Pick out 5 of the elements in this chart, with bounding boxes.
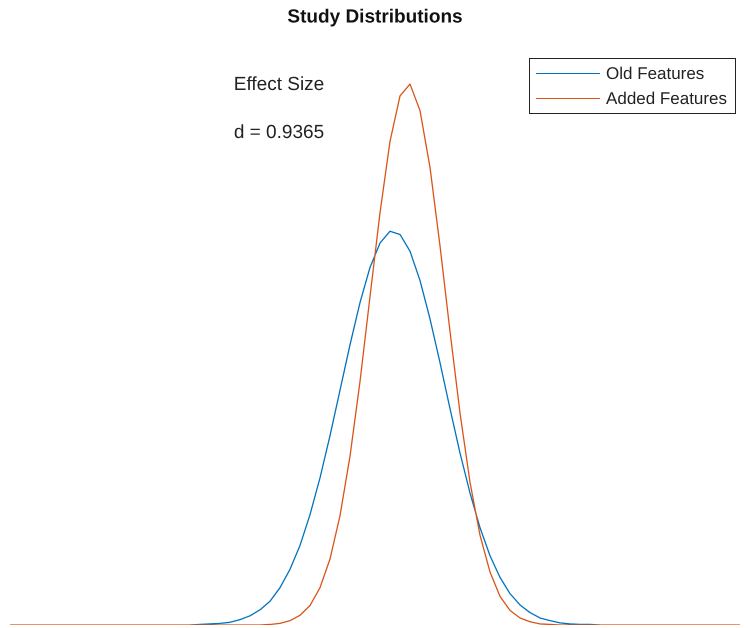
chart-title: Study Distributions xyxy=(287,6,463,28)
legend-label: Old Features xyxy=(606,64,704,84)
annotation: d = 0.9365 xyxy=(234,122,324,144)
legend-label: Added Features xyxy=(606,88,727,108)
annotation: Effect Size xyxy=(234,74,324,96)
